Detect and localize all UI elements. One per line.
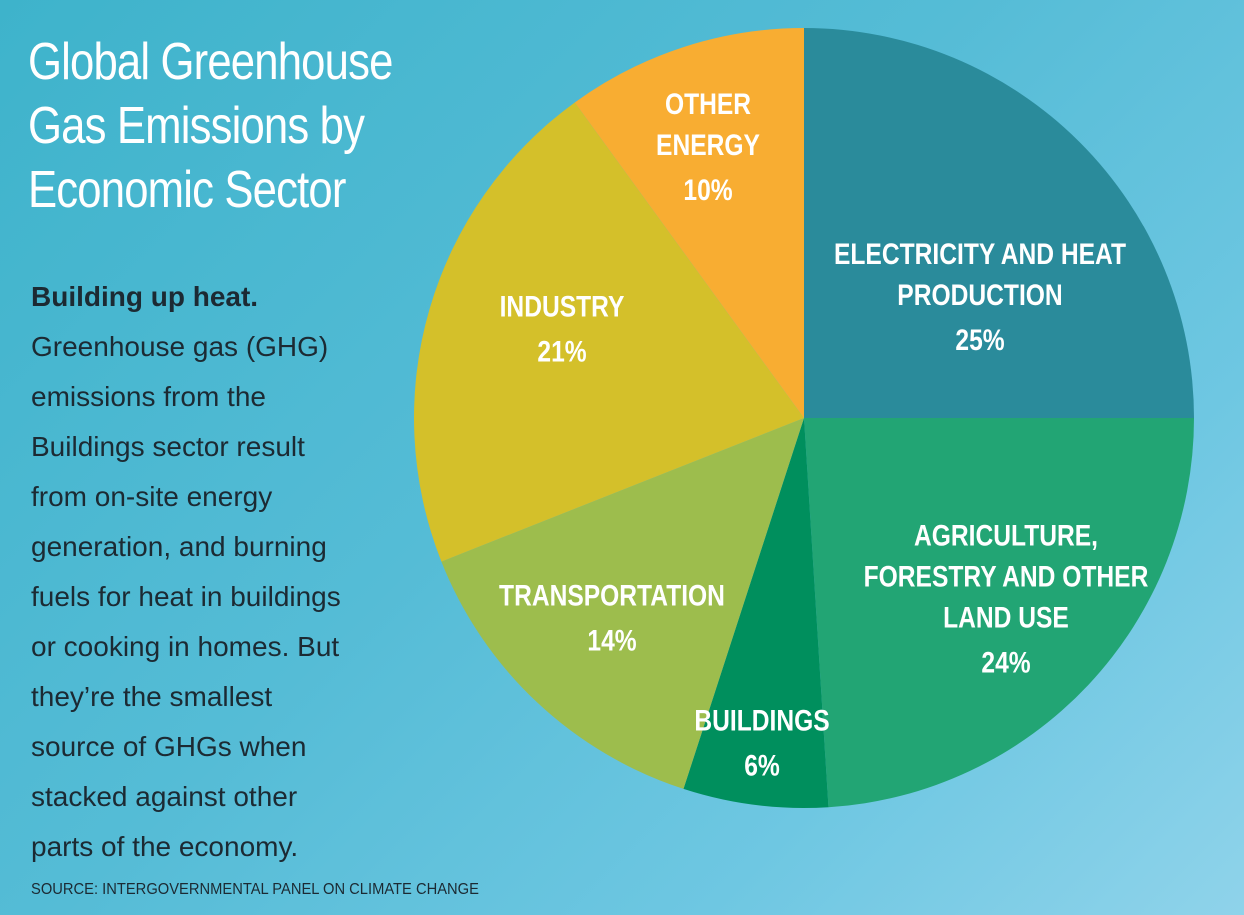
slice-label: ELECTRICITY AND HEAT PRODUCTION 25%	[834, 238, 1126, 357]
pie-slice	[441, 418, 804, 789]
slice-label-text: TRANSPORTATION	[499, 580, 725, 613]
description-lead: Building up heat.	[31, 281, 259, 312]
slice-value-label: 6%	[744, 750, 780, 783]
description-line: Greenhouse gas (GHG)	[31, 331, 329, 362]
slice-value-label: 25%	[955, 324, 1004, 357]
title-line: Global Greenhouse	[28, 33, 393, 91]
pie-slice	[413, 102, 804, 562]
pie-slice	[804, 418, 1194, 808]
description: Building up heat. Greenhouse gas (GHG) e…	[31, 272, 411, 872]
description-line: from on-site energy	[31, 481, 273, 512]
slice-label: OTHER ENERGY 10%	[656, 88, 760, 207]
slice-label: BUILDINGS 6%	[694, 705, 829, 783]
slice-label-text: LAND USE	[943, 602, 1069, 635]
source-note: SOURCE: INTERGOVERNMENTAL PANEL ON CLIMA…	[31, 881, 479, 898]
description-line: Buildings sector result	[31, 431, 305, 462]
pie-slice	[804, 28, 1194, 418]
pie-slice	[574, 28, 804, 418]
description-line: emissions from the	[31, 381, 266, 412]
title-line: Gas Emissions by	[28, 97, 365, 155]
slice-label-text: AGRICULTURE,	[914, 520, 1098, 553]
description-line: source of GHGs when	[31, 731, 307, 762]
slice-label: INDUSTRY 21%	[500, 291, 625, 369]
slice-value-label: 21%	[537, 336, 586, 369]
slice-label-text: PRODUCTION	[897, 279, 1062, 312]
description-line: stacked against other	[31, 781, 298, 812]
description-line: they’re the smallest	[31, 681, 273, 712]
slice-value-label: 24%	[981, 647, 1030, 680]
slice-label: TRANSPORTATION 14%	[499, 580, 725, 658]
slice-label-text: FORESTRY AND OTHER	[864, 561, 1149, 594]
slice-label-text: INDUSTRY	[500, 291, 625, 324]
slice-label-text: OTHER	[665, 88, 751, 121]
description-line: parts of the economy.	[31, 831, 299, 862]
description-line: or cooking in homes. But	[31, 631, 340, 662]
slice-label-text: ELECTRICITY AND HEAT	[834, 238, 1126, 271]
slice-label: AGRICULTURE, FORESTRY AND OTHER LAND USE 24…	[864, 520, 1149, 680]
slice-label-text: ENERGY	[656, 129, 760, 162]
slice-value-label: 14%	[587, 625, 636, 658]
chart-title: Global Greenhouse Gas Emissions by Econo…	[28, 30, 398, 222]
slice-label-text: BUILDINGS	[694, 705, 829, 738]
slice-value-label: 10%	[683, 174, 732, 207]
description-line: generation, and burning	[31, 531, 327, 562]
title-line: Economic Sector	[28, 161, 346, 219]
pie-slice	[683, 418, 829, 808]
description-line: fuels for heat in buildings	[31, 581, 341, 612]
